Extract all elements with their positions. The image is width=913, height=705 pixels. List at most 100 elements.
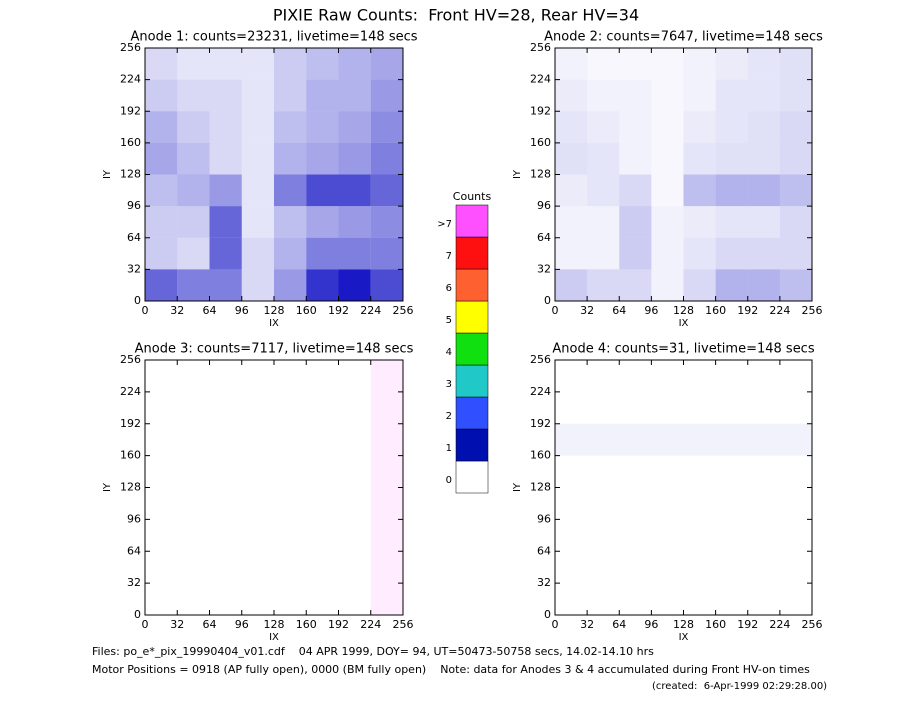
density-cell — [306, 174, 339, 207]
footer-files: Files: po_e*_pix_19990404_v01.cdf 04 APR… — [92, 645, 654, 658]
density-cell — [555, 48, 588, 80]
y-tick-label: 256 — [530, 353, 551, 366]
density-cell — [715, 237, 748, 270]
density-cell — [370, 551, 403, 584]
density-cell — [747, 423, 780, 456]
density-cell — [370, 455, 403, 488]
density-cell — [242, 519, 274, 551]
density-cell — [683, 174, 716, 207]
density-cell — [715, 206, 748, 238]
colorbar-box — [455, 396, 489, 430]
density-cell — [370, 583, 403, 615]
density-cell — [338, 174, 371, 207]
density-cell — [748, 583, 780, 615]
colorbar-label: 7 — [446, 251, 452, 262]
density-cell — [619, 111, 652, 143]
density-cell — [306, 360, 338, 392]
x-tick-label: 0 — [552, 304, 559, 317]
density-cell — [209, 206, 242, 238]
x-tick-label: 160 — [296, 618, 317, 631]
density-cell — [779, 142, 812, 175]
density-cell — [210, 424, 242, 456]
x-tick-label: 0 — [142, 304, 149, 317]
density-cell — [587, 269, 620, 301]
density-cell — [177, 174, 210, 207]
y-tick-label: 256 — [120, 353, 141, 366]
density-cell — [339, 392, 371, 424]
density-cell — [241, 79, 274, 112]
density-cell — [748, 519, 780, 551]
density-cell — [779, 206, 812, 238]
density-cell — [651, 48, 683, 80]
density-cell — [370, 48, 403, 80]
density-cell — [145, 206, 178, 238]
density-cell — [587, 551, 619, 583]
density-cell — [619, 237, 652, 270]
density-cell — [779, 111, 812, 143]
density-cell — [780, 551, 812, 583]
density-cell — [209, 79, 242, 112]
density-cell — [274, 174, 307, 207]
density-cell — [684, 360, 716, 392]
density-cell — [338, 111, 371, 143]
density-cell — [555, 142, 588, 175]
density-cell — [370, 391, 403, 424]
colorbar-box — [455, 236, 489, 270]
density-cell — [555, 456, 587, 488]
density-cell — [651, 360, 683, 392]
density-cell — [177, 79, 210, 112]
density-cell — [145, 111, 178, 143]
density-cell — [338, 206, 371, 238]
density-cell — [747, 79, 780, 112]
density-cell — [587, 206, 620, 238]
density-cell — [651, 519, 683, 551]
density-cell — [145, 392, 177, 424]
y-axis-label: IY — [512, 169, 523, 179]
density-cell — [747, 206, 780, 238]
density-cell — [242, 392, 274, 424]
density-cell — [715, 79, 748, 112]
x-tick-label: 256 — [802, 304, 823, 317]
density-cell — [339, 360, 371, 392]
density-cell — [780, 360, 812, 392]
x-tick-label: 128 — [673, 304, 694, 317]
density-cell — [684, 488, 716, 520]
density-cell — [370, 237, 403, 270]
y-tick-label: 192 — [120, 104, 141, 117]
x-tick-label: 192 — [737, 618, 758, 631]
density-cell — [683, 111, 716, 143]
x-axis-label: IX — [269, 632, 279, 643]
density-cell — [306, 488, 338, 520]
density-cell — [619, 583, 651, 615]
y-tick-label: 32 — [127, 262, 141, 275]
density-cell — [587, 79, 620, 112]
panel-title: Anode 4: counts=31, livetime=148 secs — [552, 342, 814, 357]
density-cell — [145, 424, 177, 456]
density-cell — [274, 48, 307, 80]
y-tick-label: 128 — [120, 481, 141, 494]
density-cell — [306, 269, 339, 301]
panel-title: Anode 3: counts=7117, livetime=148 secs — [135, 342, 414, 357]
x-tick-label: 96 — [644, 304, 658, 317]
colorbar-title: Counts — [453, 190, 492, 203]
x-tick-label: 224 — [769, 304, 790, 317]
density-cell — [587, 48, 619, 80]
density-cell — [715, 269, 748, 301]
density-cell — [241, 269, 274, 301]
density-cell — [684, 551, 716, 583]
y-tick-label: 192 — [120, 417, 141, 430]
density-cell — [339, 424, 371, 456]
density-cell — [306, 206, 339, 238]
density-cell — [370, 423, 403, 456]
x-tick-label: 32 — [170, 618, 184, 631]
density-cell — [683, 79, 716, 112]
density-cell — [780, 392, 812, 424]
density-cell — [684, 392, 716, 424]
density-cell — [274, 111, 307, 143]
density-cell — [177, 551, 209, 583]
density-cell — [210, 551, 242, 583]
density-cell — [242, 551, 274, 583]
y-tick-label: 32 — [537, 576, 551, 589]
y-tick-label: 192 — [530, 417, 551, 430]
